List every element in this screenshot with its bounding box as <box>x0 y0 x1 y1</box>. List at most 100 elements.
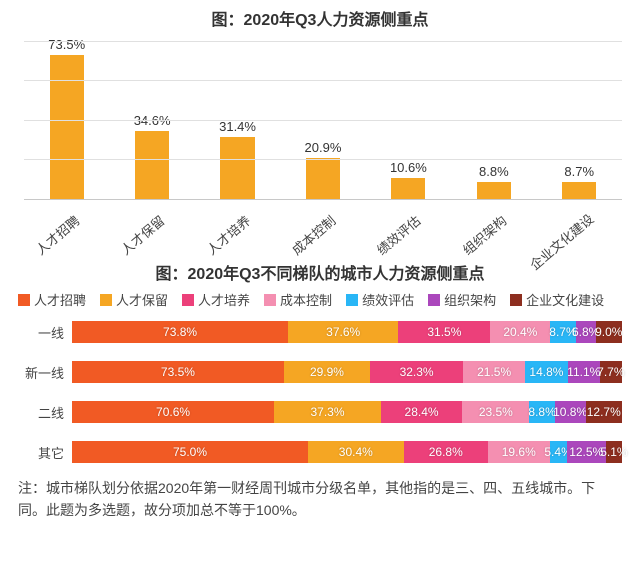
chart2-segment: 73.5% <box>72 361 284 383</box>
chart2-segment: 29.9% <box>284 361 370 383</box>
chart2-segment-label: 20.4% <box>503 325 537 339</box>
legend-swatch <box>510 294 522 306</box>
chart2-row-bars: 70.6%37.3%28.4%23.5%8.8%10.8%12.7% <box>72 401 622 423</box>
chart1-xtick: 绩效评估 <box>373 211 425 259</box>
chart2-segment-label: 26.8% <box>429 445 463 459</box>
chart2-row-label: 二线 <box>18 403 72 422</box>
chart2-segment: 11.1% <box>568 361 600 383</box>
chart2: 图：2020年Q3不同梯队的城市人力资源侧重点 人才招聘人才保留人才培养成本控制… <box>18 260 622 467</box>
chart2-row: 其它 75.0% 30.4% 26.8% 19.6%5.4%12.5%5.1% <box>18 437 622 467</box>
legend-swatch <box>346 294 358 306</box>
chart1-bar-label: 10.6% <box>390 160 427 175</box>
footnote-prefix: 注： <box>18 480 46 496</box>
chart2-segment: 73.8% <box>72 321 288 343</box>
chart2-segment: 8.8% <box>529 401 554 423</box>
legend-label: 绩效评估 <box>362 290 414 309</box>
legend-label: 组织架构 <box>444 290 496 309</box>
chart2-segment-label: 12.5% <box>569 445 603 459</box>
chart1-bar: 34.6% <box>135 131 169 199</box>
chart2-segment-label: 14.8% <box>529 365 563 379</box>
chart2-segment: 23.5% <box>462 401 529 423</box>
legend-label: 人才培养 <box>198 290 250 309</box>
chart1-bars: 73.5% 34.6% 31.4% 20.9% 10.6% 8.8% 8.7% <box>24 42 622 199</box>
chart2-segment: 75.0% <box>72 441 308 463</box>
chart2-segment: 20.4% <box>490 321 550 343</box>
legend-item: 人才保留 <box>100 290 168 309</box>
chart2-segment-label: 73.8% <box>163 325 197 339</box>
chart2-segment: 7.7% <box>600 361 622 383</box>
chart2-segment: 31.5% <box>398 321 490 343</box>
chart1-xtick: 人才培养 <box>202 211 254 259</box>
chart2-segment-label: 8.8% <box>528 405 555 419</box>
chart1-bar: 31.4% <box>220 137 254 199</box>
legend-swatch <box>18 294 30 306</box>
chart2-segment-label: 5.1% <box>600 445 627 459</box>
chart2-segment-label: 31.5% <box>427 325 461 339</box>
legend-swatch <box>264 294 276 306</box>
chart2-segment: 37.3% <box>274 401 381 423</box>
chart2-segment-label: 75.0% <box>173 445 207 459</box>
chart1-bar-label: 8.8% <box>479 164 509 179</box>
chart1-xtick: 人才招聘 <box>31 211 83 259</box>
chart2-segment: 30.4% <box>308 441 404 463</box>
chart2-legend: 人才招聘 人才保留 人才培养 成本控制 绩效评估 组织架构 企业文化建设 <box>18 290 622 309</box>
chart1-bar-label: 73.5% <box>48 37 85 52</box>
chart2-segment-label: 12.7% <box>587 405 621 419</box>
chart1-xticks: 人才招聘人才保留人才培养成本控制绩效评估组织架构企业文化建设 <box>24 200 622 242</box>
legend-swatch <box>182 294 194 306</box>
chart1-area: 73.5% 34.6% 31.4% 20.9% 10.6% 8.8% 8.7% 人才招聘人才… <box>24 42 622 242</box>
legend-label: 成本控制 <box>280 290 332 309</box>
legend-item: 组织架构 <box>428 290 496 309</box>
chart1-title: 图：2020年Q3人力资源侧重点 <box>18 6 622 30</box>
chart1-bar: 73.5% <box>50 55 84 199</box>
chart2-segment: 21.5% <box>463 361 525 383</box>
chart1-bar-label: 34.6% <box>134 113 171 128</box>
chart2-segment: 12.7% <box>586 401 622 423</box>
chart1-xtick: 人才保留 <box>116 211 168 259</box>
chart1-bar: 10.6% <box>391 178 425 199</box>
chart2-segment-label: 29.9% <box>310 365 344 379</box>
chart2-segment-label: 23.5% <box>479 405 513 419</box>
chart2-row-bars: 75.0% 30.4% 26.8% 19.6%5.4%12.5%5.1% <box>72 441 622 463</box>
chart1-xtick: 组织架构 <box>458 211 510 259</box>
legend-label: 企业文化建设 <box>526 290 604 309</box>
chart2-rows: 一线73.8%37.6%31.5%20.4%8.7%6.8%9.0%新一线73.… <box>18 317 622 467</box>
chart2-segment-label: 73.5% <box>161 365 195 379</box>
chart2-segment: 14.8% <box>525 361 568 383</box>
chart1: 图：2020年Q3人力资源侧重点 73.5% 34.6% 31.4% 20.9% 10.… <box>18 6 622 242</box>
chart2-row-bars: 73.5%29.9%32.3%21.5%14.8%11.1%7.7% <box>72 361 622 383</box>
legend-item: 人才招聘 <box>18 290 86 309</box>
chart2-row-label: 其它 <box>18 443 72 462</box>
legend-swatch <box>100 294 112 306</box>
chart2-segment: 9.0% <box>596 321 622 343</box>
chart2-segment: 37.6% <box>288 321 398 343</box>
chart2-segment-label: 11.1% <box>567 365 600 379</box>
chart2-segment-label: 28.4% <box>405 405 439 419</box>
chart2-segment: 5.1% <box>606 441 622 463</box>
chart1-bar: 8.8% <box>477 182 511 199</box>
legend-swatch <box>428 294 440 306</box>
chart1-xtick: 成本控制 <box>287 211 339 259</box>
footnote: 注：城市梯队划分依据2020年第一财经周刊城市分级名单，其他指的是三、四、五线城… <box>18 477 622 522</box>
chart2-segment-label: 37.6% <box>326 325 360 339</box>
chart1-bar-label: 8.7% <box>564 164 594 179</box>
chart2-segment: 26.8% <box>404 441 488 463</box>
chart2-row-label: 一线 <box>18 323 72 342</box>
chart2-segment-label: 30.4% <box>339 445 373 459</box>
chart2-segment: 6.8% <box>576 321 596 343</box>
legend-item: 成本控制 <box>264 290 332 309</box>
legend-item: 人才培养 <box>182 290 250 309</box>
chart2-row-bars: 73.8%37.6%31.5%20.4%8.7%6.8%9.0% <box>72 321 622 343</box>
chart2-segment-label: 70.6% <box>156 405 190 419</box>
chart2-segment: 28.4% <box>381 401 462 423</box>
chart2-segment: 19.6% <box>488 441 550 463</box>
chart2-row: 一线73.8%37.6%31.5%20.4%8.7%6.8%9.0% <box>18 317 622 347</box>
chart2-segment: 5.4% <box>550 441 567 463</box>
chart2-segment-label: 9.0% <box>595 325 622 339</box>
chart1-bar: 8.7% <box>562 182 596 199</box>
chart2-segment-label: 21.5% <box>477 365 511 379</box>
legend-label: 人才保留 <box>116 290 168 309</box>
legend-label: 人才招聘 <box>34 290 86 309</box>
chart1-bar-label: 20.9% <box>305 140 342 155</box>
chart2-segment-label: 7.7% <box>597 365 624 379</box>
